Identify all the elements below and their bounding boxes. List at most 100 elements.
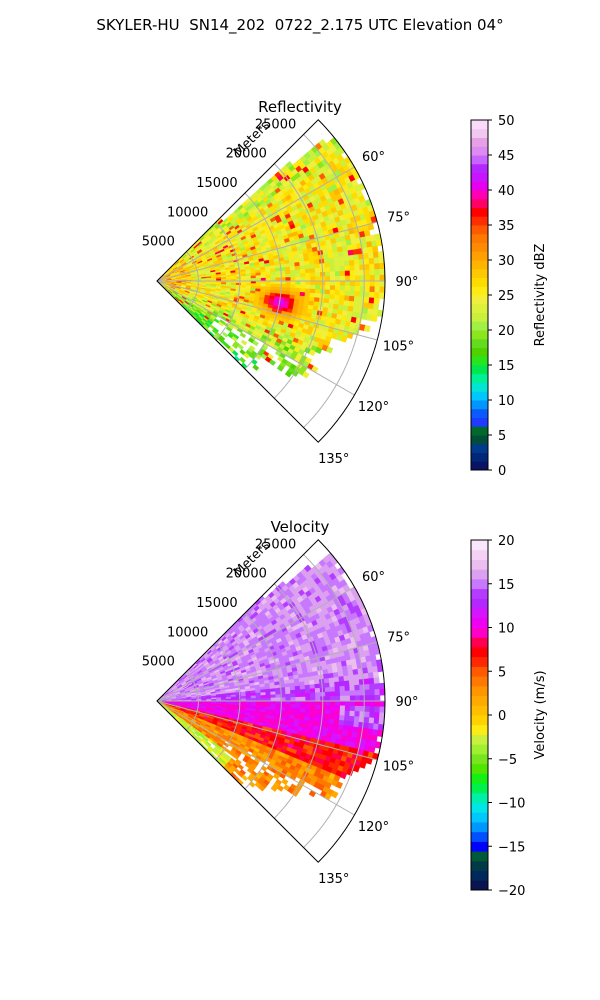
reflectivity-cell	[333, 256, 340, 263]
reflectivity-grid-spoke	[156, 166, 355, 282]
velocity-cell	[330, 700, 336, 707]
velocity-cell	[334, 691, 341, 697]
reflectivity-colorbar-tick-label: 5	[498, 429, 506, 444]
velocity-cell	[310, 692, 316, 698]
reflectivity-cell	[364, 291, 371, 299]
velocity-cell	[300, 696, 307, 702]
reflectivity-cell	[285, 277, 292, 282]
reflectivity-cell	[369, 286, 376, 293]
reflectivity-cell	[374, 280, 381, 288]
velocity-cell	[349, 695, 356, 702]
velocity-cell	[295, 700, 302, 706]
velocity-cell	[329, 686, 336, 693]
velocity-cell	[339, 680, 346, 687]
reflectivity-cell	[340, 335, 348, 343]
reflectivity-cell	[379, 274, 386, 282]
velocity-cell	[364, 695, 371, 702]
velocity-cell	[265, 694, 272, 699]
velocity-cell	[324, 691, 331, 697]
velocity-colorbar-bin	[471, 705, 488, 716]
reflectivity-colorbar-bin	[471, 225, 488, 235]
reflectivity-cell	[373, 297, 380, 305]
reflectivity-cell	[285, 280, 292, 285]
reflectivity-cell	[314, 263, 321, 269]
reflectivity-cell	[368, 257, 375, 265]
reflectivity-colorbar-bin	[471, 461, 488, 471]
velocity-cell	[290, 693, 297, 698]
velocity-colorbar-bin	[471, 763, 488, 774]
velocity-cell	[354, 690, 361, 697]
figure-title: SKYLER-HU SN14_202 0722_2.175 UTC Elevat…	[96, 16, 504, 34]
reflectivity-cell	[314, 267, 321, 274]
reflectivity-cell	[349, 290, 356, 297]
velocity-cell	[330, 790, 339, 799]
velocity-cell	[304, 708, 311, 714]
velocity-cell	[330, 695, 336, 702]
velocity-cell	[372, 671, 380, 679]
reflectivity-cell	[314, 288, 321, 295]
velocity-cell	[255, 695, 262, 699]
reflectivity-cell	[339, 270, 346, 277]
reflectivity-cell	[304, 268, 311, 274]
reflectivity-cell	[354, 285, 361, 292]
reflectivity-cell	[239, 332, 247, 339]
velocity-cell	[276, 784, 285, 792]
velocity-cell	[348, 679, 355, 687]
velocity-cell	[310, 696, 316, 702]
reflectivity-cell	[339, 295, 346, 302]
velocity-cell	[348, 715, 355, 723]
reflectivity-colorbar-tick-label: 25	[498, 289, 515, 304]
velocity-cell	[329, 691, 336, 697]
reflectivity-cell	[349, 270, 356, 277]
reflectivity-radial-tick-label: 10000	[167, 205, 208, 220]
velocity-radial-tick-label: 25000	[255, 537, 296, 552]
reflectivity-colorbar-bin	[471, 417, 488, 427]
reflectivity-cell	[364, 275, 371, 282]
reflectivity-cell	[354, 280, 361, 287]
reflectivity-cell	[290, 277, 297, 282]
reflectivity-cell	[295, 269, 301, 275]
velocity-cell	[354, 705, 361, 712]
velocity-cell	[270, 694, 277, 699]
reflectivity-cell	[326, 346, 334, 354]
reflectivity-cell	[285, 270, 291, 275]
reflectivity-cell	[363, 296, 370, 304]
reflectivity-colorbar-bin	[471, 295, 488, 305]
velocity-grid-spoke	[156, 700, 355, 816]
velocity-colorbar-bin	[471, 753, 488, 765]
velocity-cell	[329, 681, 336, 688]
velocity-cell	[333, 676, 340, 683]
velocity-colorbar-bin	[471, 695, 488, 706]
reflectivity-cell	[335, 275, 341, 282]
velocity-colorbar-bin	[471, 812, 488, 823]
velocity-colorbar-bin	[471, 569, 488, 580]
reflectivity-cell	[304, 288, 311, 294]
velocity-colorbar-bin	[471, 715, 488, 726]
reflectivity-cell	[276, 364, 285, 372]
velocity-cell	[315, 700, 321, 706]
velocity-cell	[323, 678, 330, 684]
reflectivity-cell	[353, 259, 360, 266]
velocity-cell	[334, 709, 341, 716]
velocity-cell	[324, 682, 331, 689]
velocity-cell	[324, 687, 331, 693]
reflectivity-colorbar-bin	[471, 260, 488, 270]
reflectivity-cell	[334, 289, 341, 296]
velocity-cell	[325, 700, 331, 706]
reflectivity-colorbar-tick-label: 40	[498, 184, 515, 199]
reflectivity-cell	[344, 280, 351, 287]
reflectivity-colorbar-bin	[471, 172, 488, 182]
reflectivity-colorbar-bin	[471, 356, 488, 366]
reflectivity-colorbar-bin	[471, 382, 488, 392]
reflectivity-cell	[305, 280, 312, 286]
velocity-cell	[359, 761, 367, 769]
velocity-colorbar-tick-label: 10	[498, 622, 515, 637]
reflectivity-cell	[330, 275, 336, 282]
velocity-cell	[305, 692, 311, 698]
reflectivity-colorbar-bin	[471, 146, 488, 156]
reflectivity-cell	[250, 275, 257, 279]
velocity-cell	[248, 781, 256, 788]
reflectivity-cell	[315, 280, 321, 286]
velocity-cell	[363, 716, 370, 724]
reflectivity-cell	[310, 276, 316, 282]
